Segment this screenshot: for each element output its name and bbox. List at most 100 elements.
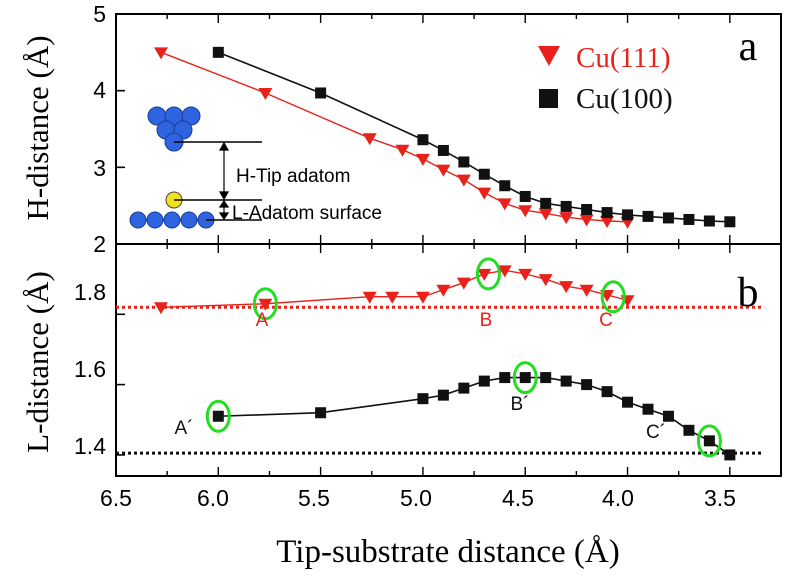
highlight-ellipse-4: [512, 361, 538, 395]
data-point-triangle: [518, 268, 533, 281]
b-ytick-label-0: 1.4: [74, 433, 106, 459]
xlabel: Tip-substrate distance (Å): [276, 533, 619, 570]
b-ytick-label-1: 1.6: [74, 356, 106, 382]
data-point-triangle: [559, 281, 574, 294]
data-point-square: [703, 215, 715, 227]
data-point-triangle: [258, 87, 273, 100]
data-point-triangle: [477, 268, 492, 281]
surface-row: [129, 211, 215, 229]
data-point-square: [662, 212, 674, 224]
data-point-triangle: [456, 174, 471, 187]
data-point-square: [703, 435, 715, 447]
xtick-label-1: 6.0: [197, 485, 229, 511]
data-point-square: [315, 407, 327, 419]
data-point-triangle: [415, 291, 430, 304]
panel-b-frame: [115, 243, 782, 477]
h-arrow: [218, 141, 230, 201]
data-point-triangle: [538, 208, 553, 221]
xtick-label-0: 6.5: [100, 485, 132, 511]
annotation-c-prime: C´: [646, 422, 666, 443]
highlight-ellipse-1: [475, 257, 501, 291]
data-point-triangle: [436, 164, 451, 177]
legend-marker-cu100: [539, 89, 558, 108]
a-ytick-label-2: 4: [93, 77, 106, 103]
surface-atom: [180, 211, 198, 229]
highlight-ellipse-5: [696, 424, 722, 458]
panel-label-a: a: [739, 24, 758, 70]
data-point-triangle: [154, 47, 169, 60]
data-point-triangle: [395, 144, 410, 157]
data-point-square: [622, 396, 634, 408]
annotation-b-prime: B´: [511, 394, 530, 415]
data-point-square: [601, 386, 613, 398]
a-ylabel: H-distance (Å): [20, 35, 55, 220]
data-point-square: [642, 403, 654, 415]
data-point-triangle: [518, 205, 533, 218]
b-ylabel: L-distance (Å): [20, 271, 55, 453]
highlight-ellipse-3: [205, 399, 231, 433]
data-point-square: [417, 393, 429, 405]
inset-label-h: H-Tip adatom: [236, 166, 350, 187]
data-point-square: [519, 190, 531, 202]
data-point-triangle: [477, 187, 492, 200]
data-point-square: [540, 197, 552, 209]
data-point-triangle: [362, 291, 377, 304]
data-point-square: [417, 134, 429, 146]
data-point-square: [560, 200, 572, 212]
data-point-square: [437, 389, 449, 401]
a-ytick-label-3: 5: [93, 1, 106, 27]
surface-atom: [146, 211, 164, 229]
legend: Cu(111) Cu(100): [538, 42, 673, 115]
xtick-label-2: 5.5: [298, 485, 330, 511]
data-point-square: [560, 375, 572, 387]
a-ytick-label-1: 3: [93, 155, 106, 181]
data-point-square: [458, 156, 470, 168]
data-point-triangle: [415, 153, 430, 166]
surface-atom: [163, 211, 181, 229]
data-point-triangle: [456, 277, 471, 290]
data-point-triangle: [154, 302, 169, 315]
data-point-square: [581, 204, 593, 215]
legend-label-cu100: Cu(100): [576, 83, 673, 115]
data-point-square: [212, 410, 224, 422]
data-point-triangle: [538, 274, 553, 287]
data-point-square: [581, 379, 593, 391]
data-point-square: [499, 372, 511, 384]
data-point-square: [499, 180, 511, 192]
annotation-c: C: [599, 310, 613, 331]
inset-label-l: L-Adatom surface: [232, 203, 382, 224]
panel-label-b: b: [738, 270, 759, 316]
annotation-b: B: [480, 310, 493, 331]
data-point-triangle: [258, 298, 273, 311]
xtick-label-5: 4.0: [602, 485, 634, 511]
series-line-0-0: [160, 51, 628, 223]
series-line-1-0: [160, 269, 628, 308]
data-point-square: [622, 209, 634, 221]
data-point-square: [683, 213, 695, 225]
inset-schematic: H-Tip adatom L-Adatom surface: [129, 106, 382, 229]
xtick-label-3: 5.0: [400, 485, 432, 511]
data-point-triangle: [436, 284, 451, 297]
data-point-square: [458, 382, 470, 394]
series-line-0-1: [218, 51, 730, 223]
b-ytick-label-2: 1.8: [74, 279, 106, 305]
data-point-square: [519, 372, 531, 384]
data-point-square: [662, 410, 674, 422]
xtick-label-6: 3.5: [704, 485, 736, 511]
data-point-triangle: [559, 212, 574, 225]
annotation-a: A: [256, 310, 269, 331]
highlight-ellipse-0: [252, 287, 278, 321]
legend-label-cu111: Cu(111): [576, 42, 671, 74]
series-line-1-1: [218, 376, 731, 456]
data-point-square: [724, 449, 736, 461]
surface-atom: [129, 211, 147, 229]
data-point-square: [683, 424, 695, 436]
data-point-triangle: [579, 214, 594, 227]
data-point-triangle: [385, 291, 400, 304]
annotation-a-prime: A´: [175, 418, 194, 439]
data-point-square: [212, 46, 224, 58]
data-point-triangle: [497, 265, 512, 278]
data-point-triangle: [579, 284, 594, 297]
data-point-triangle: [600, 216, 615, 228]
